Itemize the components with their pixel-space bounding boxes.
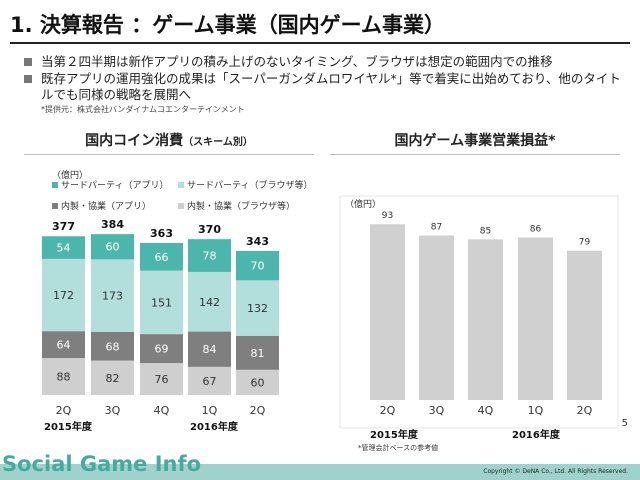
profit-value-label: 87 [431, 223, 442, 233]
right-title-text: 国内ゲーム事業営業損益* [394, 133, 556, 149]
segment-value-label: 54 [57, 242, 71, 255]
year-label-2015: 2015年度 [44, 420, 93, 433]
profit-bar [468, 239, 503, 400]
segment-value-label: 76 [155, 373, 169, 386]
stacked-bar-segment [140, 270, 183, 335]
year-label-2016: 2016年度 [512, 428, 561, 441]
segment-value-label: 88 [57, 371, 71, 384]
bullet-square-icon [24, 58, 32, 66]
profit-value-label: 79 [579, 238, 591, 248]
right-unit-label: （億円） [345, 198, 381, 210]
year-label-2015: 2015年度 [370, 428, 419, 441]
left-subtitle-text: （スキーム別） [183, 137, 253, 148]
x-tick-label: 2Q [380, 404, 396, 417]
stacked-bar-segment [42, 258, 85, 332]
stacked-bar-segment [236, 280, 279, 336]
legend-label: サードパーティ（ブラウザ等） [187, 179, 312, 191]
profit-bar [518, 237, 553, 400]
segment-value-label: 151 [151, 296, 172, 309]
page-number: 5 [621, 418, 628, 429]
stacked-bar-segment [140, 363, 183, 395]
x-tick-label: 2Q [577, 404, 593, 417]
stacked-bar-segment [236, 335, 279, 370]
x-tick-label: 4Q [478, 404, 494, 417]
bullet-2: 既存アプリの運用強化の成果は「スーパーガンダムロワイヤル*」等で着実に出始めてお… [24, 71, 630, 103]
stacked-bar-segment [236, 369, 279, 395]
x-tick-label: 1Q [202, 404, 218, 417]
profit-bar [419, 235, 454, 400]
bullet-square-icon [24, 75, 32, 83]
segment-value-label: 60 [251, 376, 265, 389]
segment-value-label: 60 [106, 241, 120, 254]
legend-swatch [178, 203, 184, 209]
segment-value-label: 173 [102, 290, 123, 303]
footer-bar [0, 464, 640, 480]
profit-bar [370, 224, 405, 400]
x-tick-label: 1Q [528, 404, 544, 417]
x-tick-label: 3Q [105, 404, 121, 417]
legend-label: 内製・協業（アプリ） [61, 200, 151, 212]
slide-title: 1. 決算報告 ：ゲーム事業（国内ゲーム事業） [10, 6, 630, 44]
stacked-bar-segment [42, 236, 85, 259]
segment-value-label: 78 [203, 250, 217, 263]
legend-label: サードパーティ（アプリ） [61, 180, 168, 191]
bar-total-label: 384 [101, 218, 124, 231]
stacked-bar-segment [91, 360, 134, 395]
bullet-1: 当第２四半期は新作アプリの積み上げのないタイミング、ブラウザは想定の範囲内での推… [24, 54, 630, 70]
stacked-bar-segment [91, 259, 134, 332]
segment-value-label: 66 [155, 251, 169, 264]
segment-value-label: 81 [251, 347, 265, 360]
stacked-bar-segment [140, 334, 183, 364]
left-title-text: 国内コイン消費 [85, 133, 184, 149]
segment-value-label: 69 [155, 343, 169, 356]
segment-value-label: 84 [203, 343, 217, 356]
bullet-list: 当第２四半期は新作アプリの積み上げのないタイミング、ブラウザは想定の範囲内での推… [24, 54, 630, 115]
x-tick-label: 3Q [429, 404, 445, 417]
legend-label: 内製・協業（ブラウザ等） [187, 200, 295, 212]
segment-value-label: 68 [106, 340, 120, 353]
legend-swatch [52, 203, 58, 209]
segment-value-label: 132 [247, 302, 268, 315]
right-panel-title: 国内ゲーム事業営業損益* [330, 130, 620, 155]
watermark-logo: Social Game Info [2, 452, 202, 476]
stacked-bar-segment [42, 331, 85, 359]
segment-value-label: 64 [57, 339, 71, 352]
stacked-bar-segment [91, 332, 134, 361]
x-tick-label: 2Q [56, 404, 72, 417]
stacked-bar-segment [188, 366, 231, 395]
segment-value-label: 142 [199, 296, 220, 309]
segment-value-label: 67 [203, 375, 217, 388]
legend-swatch [178, 182, 184, 188]
profit-value-label: 93 [382, 211, 393, 221]
stacked-bar-segment [42, 358, 85, 395]
left-panel-title: 国内コイン消費（スキーム別） [24, 130, 314, 155]
provider-note: *提供元：株式会社バンダイナムコエンターテインメント [41, 105, 245, 114]
bar-total-label: 377 [52, 220, 75, 233]
stacked-bar-segment [188, 331, 231, 367]
profit-value-label: 85 [480, 226, 491, 236]
footnote: *管理会計ベースの参考値 [358, 444, 439, 452]
stacked-bar-segment [188, 239, 231, 272]
x-tick-label: 4Q [154, 404, 170, 417]
stacked-bar-segment [91, 234, 134, 260]
copyright: Copyright © DeNA Co., Ltd. All Rights Re… [483, 468, 628, 475]
bar-total-label: 343 [246, 235, 269, 248]
profit-bar [567, 250, 602, 400]
x-tick-label: 2Q [250, 404, 266, 417]
segment-value-label: 172 [53, 289, 74, 302]
segment-value-label: 70 [251, 260, 265, 273]
stacked-bar-segment [188, 271, 231, 332]
bar-total-label: 370 [198, 223, 221, 236]
bullet-2-text: 既存アプリの運用強化の成果は「スーパーガンダムロワイヤル*」等で着実に出始めてお… [41, 71, 621, 102]
left-unit-label: （億円） [52, 169, 88, 181]
year-label-2016: 2016年度 [190, 420, 239, 433]
stacked-bar-segment [140, 242, 183, 271]
profit-value-label: 86 [530, 224, 542, 234]
segment-value-label: 82 [106, 372, 120, 385]
stacked-bar-segment [236, 250, 279, 281]
bar-total-label: 363 [150, 227, 173, 240]
legend-swatch [52, 182, 58, 188]
bullet-1-text: 当第２四半期は新作アプリの積み上げのないタイミング、ブラウザは想定の範囲内での推… [41, 54, 553, 69]
